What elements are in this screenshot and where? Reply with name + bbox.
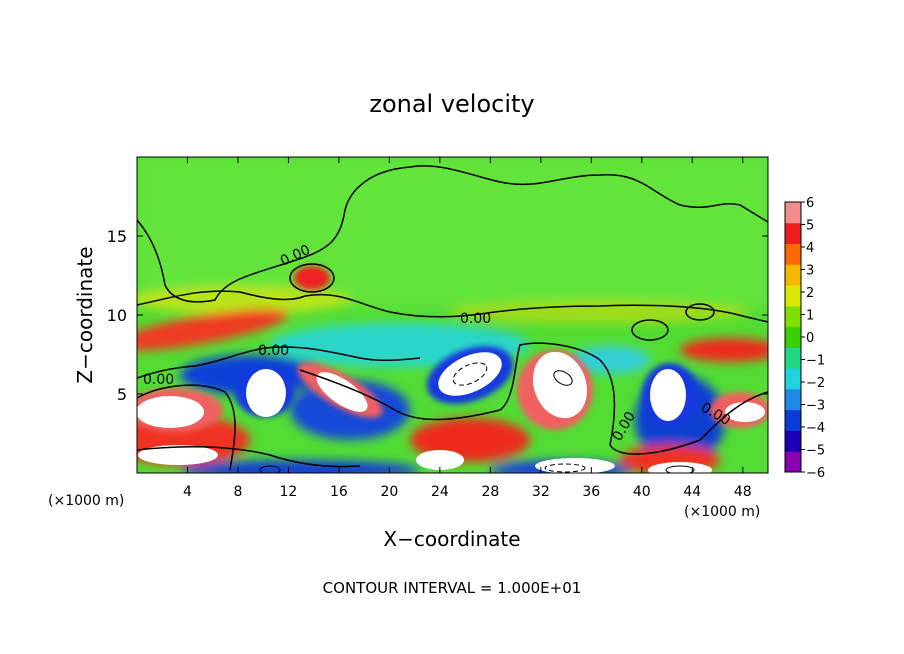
contour-low-2 — [299, 342, 601, 421]
contour-loop-3 — [685, 303, 715, 321]
colorbar-tick-label: −5 — [806, 444, 825, 459]
white-core-11 — [648, 462, 712, 473]
colorbar-swatch — [785, 202, 801, 224]
colorbar-tick-label: −4 — [806, 421, 825, 436]
colorbar-swatch — [785, 243, 801, 265]
x-tick-label: 16 — [330, 484, 348, 500]
x-tick-label: 44 — [683, 484, 701, 500]
negative-contours — [452, 362, 586, 473]
contour-upper — [137, 165, 768, 303]
x-tick-label: 12 — [280, 484, 298, 500]
x-tick-label: 20 — [380, 484, 398, 500]
colorbar-swatch — [785, 388, 801, 411]
colorbar-tick-label: 4 — [806, 241, 814, 256]
colorbar-tick-label: 3 — [806, 264, 814, 279]
colorbar-tick-label: −2 — [806, 376, 825, 391]
colorbar-swatch — [785, 326, 801, 348]
dashed-loop-1 — [452, 362, 488, 386]
colorbar-swatch — [785, 409, 801, 431]
inner-loop-1 — [553, 370, 573, 386]
x-unit-right: (×1000 m) — [684, 504, 760, 520]
x-tick-label: 36 — [582, 484, 600, 500]
yellow-band-left — [137, 286, 350, 314]
x-unit-left: (×1000 m) — [48, 493, 124, 509]
colorbar-swatch — [785, 430, 801, 452]
white-core-4 — [438, 352, 502, 396]
x-tick-label: 32 — [532, 484, 550, 500]
colorbar-tick-label: −1 — [806, 354, 825, 369]
chart-title: zonal velocity — [369, 90, 534, 118]
contour-interval-footer: CONTOUR INTERVAL = 1.000E+01 — [323, 579, 582, 597]
x-tick-label: 8 — [233, 484, 242, 500]
x-tick-label: 48 — [734, 484, 752, 500]
colorbar-swatch — [785, 347, 801, 369]
colorbar-tick-label: 0 — [806, 331, 814, 346]
inner-loop-2 — [259, 465, 281, 473]
white-core-2 — [246, 369, 286, 417]
colorbar-swatch — [785, 305, 801, 328]
colorbar-tick-label: 2 — [806, 286, 814, 301]
contour-loop-2 — [631, 319, 669, 341]
colorbar-tick-label: −6 — [806, 466, 825, 481]
heatmap-field: 0.00 0.00 0.00 0.00 0.00 0.00 — [137, 157, 768, 473]
colorbar: 6 5 4 3 2 1 0 −1 −2 −3 −4 −5 −6 — [784, 196, 825, 481]
y-tick-label: 10 — [107, 306, 127, 325]
x-axis-label: X−coordinate — [383, 527, 520, 551]
white-core-5 — [532, 351, 588, 419]
white-core-7 — [725, 402, 765, 422]
inner-loop-3 — [665, 465, 695, 473]
colorbar-tick-label: 5 — [806, 219, 814, 234]
contour-label: 0.00 — [258, 343, 289, 359]
contour-low-1 — [137, 384, 236, 471]
colorbar-tick-label: 6 — [806, 196, 814, 211]
colorbar-swatch — [785, 285, 801, 307]
x-tick-label: 24 — [431, 484, 449, 500]
y-tick-label: 15 — [107, 227, 127, 246]
white-core-8 — [138, 445, 218, 465]
positive-inner-contours — [259, 370, 695, 473]
upper-light-green — [137, 157, 768, 307]
colorbar-swatch — [785, 368, 801, 390]
colorbar-swatch — [785, 222, 801, 245]
y-tick-label: 5 — [117, 385, 127, 404]
cyan-band-right — [570, 346, 650, 374]
zero-contours — [137, 165, 768, 471]
contour-label: 0.00 — [143, 372, 174, 388]
white-core-6 — [650, 369, 686, 421]
contour-label: 0.00 — [460, 311, 491, 327]
colorbar-swatch — [785, 264, 801, 286]
white-core-10 — [535, 458, 615, 473]
blue-bottom-strip — [180, 460, 420, 473]
white-core-3 — [316, 372, 368, 412]
colorbar-swatch — [785, 451, 801, 473]
red-core-e — [294, 266, 330, 290]
dashed-loop-2 — [544, 463, 586, 473]
colorbar-tick-label: 1 — [806, 309, 814, 324]
red-band-right — [680, 338, 768, 362]
x-tick-label: 28 — [481, 484, 499, 500]
contour-low-left — [137, 346, 421, 379]
contour-low-3 — [599, 359, 768, 455]
y-axis-label: Z−coordinate — [73, 246, 97, 383]
x-tick-label: 4 — [183, 484, 192, 500]
white-core-9 — [416, 450, 464, 470]
contour-bottom — [137, 445, 361, 468]
white-core-1 — [137, 396, 204, 428]
x-tick-label: 40 — [633, 484, 651, 500]
contour-mid — [137, 290, 768, 323]
contour-loop-1 — [289, 263, 335, 293]
colorbar-tick-label: −3 — [806, 399, 825, 414]
red-band-upper-left — [137, 309, 289, 351]
